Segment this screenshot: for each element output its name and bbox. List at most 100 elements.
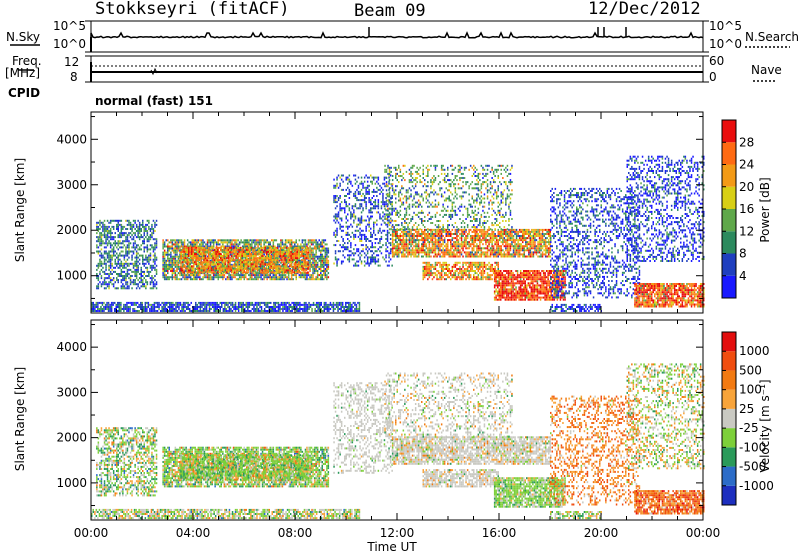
power-cell [258, 241, 261, 244]
power-cell [191, 261, 193, 264]
power-cell [243, 239, 245, 242]
power-cell [285, 303, 287, 306]
power-cell [181, 303, 183, 306]
power-cell [265, 301, 267, 304]
power-cell [276, 253, 279, 255]
power-cell [114, 240, 116, 243]
power-cell [309, 259, 311, 262]
power-cell [122, 228, 124, 230]
power-cell [122, 234, 124, 237]
power-cell [303, 245, 305, 248]
power-cell [413, 251, 415, 254]
power-cell [233, 248, 236, 251]
power-cell [286, 249, 288, 252]
power-cell [315, 247, 317, 250]
power-cell [153, 308, 156, 310]
power-cell [199, 274, 201, 277]
power-cell [146, 281, 149, 284]
power-cell [284, 243, 287, 246]
power-cell [245, 247, 247, 250]
power-cell [336, 213, 338, 216]
power-cell [334, 199, 337, 202]
power-cell [273, 253, 276, 255]
power-cell [227, 250, 230, 253]
power-cell [259, 263, 262, 266]
power-cell [353, 233, 355, 236]
power-cell [100, 248, 103, 251]
power-cell [149, 230, 152, 232]
power-cell [285, 255, 288, 257]
power-cell [166, 310, 168, 312]
power-cell [134, 240, 136, 243]
power-cell [333, 201, 335, 204]
power-cell [209, 250, 211, 253]
power-cell [171, 241, 174, 244]
power-cell [245, 249, 247, 252]
power-cell [291, 248, 294, 251]
power-cell [218, 253, 220, 255]
power-cell [255, 239, 258, 242]
power-cell [266, 276, 268, 279]
power-cell [386, 238, 389, 240]
power-cell [287, 239, 290, 242]
power-cell [282, 267, 285, 270]
power-cell [365, 235, 367, 238]
power-cell [366, 180, 369, 183]
power-cell [179, 272, 181, 275]
power-cell [134, 234, 136, 237]
power-cell [272, 269, 274, 272]
power-cell [295, 271, 297, 274]
power-cell [265, 306, 267, 308]
power-cell [347, 258, 349, 261]
power-cell [227, 257, 230, 260]
power-cell [365, 240, 367, 242]
power-cell [152, 281, 155, 284]
power-cell [188, 308, 191, 310]
power-cell [152, 277, 155, 280]
power-cell [154, 279, 156, 282]
power-cell [217, 241, 219, 244]
power-cell [191, 278, 193, 281]
power-cell [186, 278, 189, 281]
power-cell [270, 255, 272, 257]
power-cell [144, 306, 147, 308]
power-cell [306, 310, 309, 312]
power-cell [106, 232, 109, 235]
power-cell [309, 278, 311, 281]
power-cell [288, 269, 291, 272]
power-cell [197, 261, 200, 264]
power-cell [373, 227, 375, 230]
power-cell [257, 245, 259, 248]
power-cell [297, 265, 299, 268]
power-cell [425, 233, 428, 235]
power-cell [138, 238, 141, 241]
power-cell [396, 251, 398, 254]
power-cell [128, 264, 130, 267]
power-cell [198, 271, 201, 274]
power-cell [259, 269, 262, 272]
power-cell [391, 228, 394, 231]
power-cell [280, 278, 282, 281]
power-cell [143, 306, 145, 308]
power-cell [142, 223, 144, 226]
power-cell [231, 239, 233, 242]
power-cell [177, 247, 180, 250]
power-cell [208, 245, 210, 248]
power-cell [246, 243, 248, 246]
power-cell [184, 248, 187, 251]
power-cell [194, 268, 196, 270]
power-cell [280, 239, 282, 242]
power-cell [274, 308, 277, 310]
power-cell [255, 243, 258, 246]
power-cell [103, 228, 106, 230]
power-cell [125, 240, 127, 243]
power-cell [143, 283, 145, 286]
power-cell [234, 243, 236, 246]
power-cell [109, 266, 112, 269]
power-cell [340, 310, 342, 312]
power-cell [138, 221, 141, 224]
power-cell [170, 276, 172, 279]
power-cell [179, 239, 181, 242]
power-cell [187, 303, 189, 306]
power-cell [138, 223, 141, 226]
